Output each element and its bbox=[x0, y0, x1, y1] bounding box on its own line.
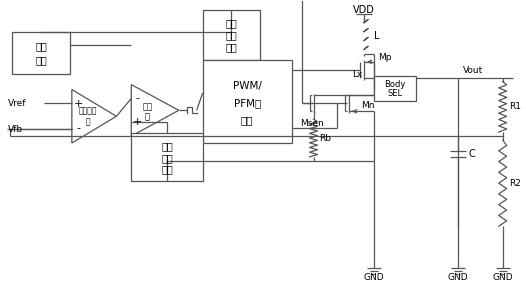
Text: -: - bbox=[77, 123, 81, 133]
Polygon shape bbox=[72, 90, 116, 143]
Text: 制器: 制器 bbox=[241, 115, 254, 125]
Text: 检测: 检测 bbox=[226, 30, 237, 40]
Text: Mn: Mn bbox=[361, 101, 375, 110]
Text: Vout: Vout bbox=[463, 66, 483, 75]
Text: GND: GND bbox=[363, 273, 385, 282]
Text: Rb: Rb bbox=[319, 134, 331, 143]
Text: Vfb: Vfb bbox=[7, 125, 23, 134]
Text: Vref: Vref bbox=[7, 99, 26, 108]
Text: +: + bbox=[133, 117, 142, 127]
Text: C: C bbox=[468, 149, 475, 159]
Text: 电流: 电流 bbox=[161, 141, 173, 151]
Text: 过零: 过零 bbox=[226, 18, 237, 28]
Text: GND: GND bbox=[492, 273, 513, 282]
Text: 器: 器 bbox=[85, 118, 90, 127]
Text: Body: Body bbox=[384, 80, 406, 89]
Text: Msen: Msen bbox=[300, 119, 323, 128]
Text: SEL: SEL bbox=[387, 89, 402, 98]
Text: GND: GND bbox=[448, 273, 469, 282]
Text: PFM调: PFM调 bbox=[234, 98, 261, 108]
Bar bbox=[203, 10, 260, 60]
Text: -: - bbox=[135, 93, 139, 104]
Text: R1: R1 bbox=[510, 102, 522, 111]
Text: 误差放大: 误差放大 bbox=[78, 107, 97, 116]
Text: R2: R2 bbox=[510, 179, 521, 188]
Text: +: + bbox=[74, 100, 84, 109]
Text: Mp: Mp bbox=[378, 53, 391, 62]
Text: 采样: 采样 bbox=[161, 153, 173, 163]
Polygon shape bbox=[132, 85, 179, 136]
Text: 器: 器 bbox=[145, 113, 149, 122]
Text: 比较: 比较 bbox=[142, 102, 152, 111]
Text: 电路: 电路 bbox=[226, 42, 237, 52]
Text: 单元: 单元 bbox=[161, 164, 173, 174]
Text: PWM/: PWM/ bbox=[232, 81, 261, 91]
Text: L: L bbox=[374, 31, 379, 41]
Bar bbox=[13, 32, 70, 74]
Text: Lx: Lx bbox=[352, 70, 362, 79]
Bar bbox=[203, 60, 292, 143]
Bar bbox=[374, 76, 416, 102]
Text: 单元: 单元 bbox=[35, 55, 47, 65]
Text: VDD: VDD bbox=[353, 5, 375, 15]
Bar bbox=[132, 133, 203, 181]
Text: 时钟: 时钟 bbox=[35, 42, 47, 52]
